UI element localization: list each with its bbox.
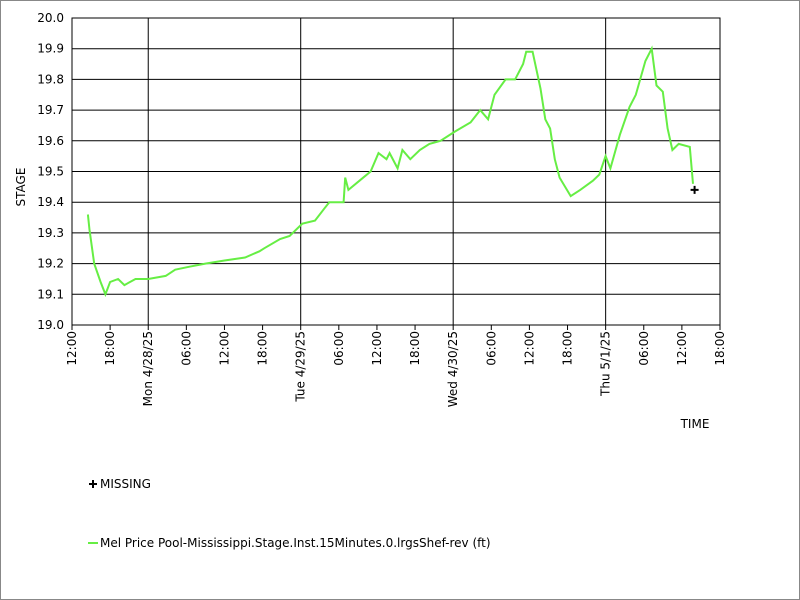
legend-swatch	[89, 480, 97, 488]
y-tick-label: 19.6	[37, 134, 64, 148]
x-tick-label: Mon 4/28/25	[141, 331, 155, 406]
legend-label: MISSING	[100, 477, 151, 491]
x-tick-label: Tue 4/29/25	[294, 331, 308, 403]
x-tick-label: 06:00	[179, 331, 193, 366]
y-tick-label: 19.8	[37, 72, 64, 86]
x-tick-label: 06:00	[637, 331, 651, 366]
x-axis-label: TIME	[680, 417, 710, 431]
y-tick-label: 19.0	[37, 318, 64, 332]
x-tick-label: 18:00	[561, 331, 575, 366]
x-tick-label: Wed 4/30/25	[446, 331, 460, 407]
x-tick-label: 12:00	[522, 331, 536, 366]
y-axis-label: STAGE	[14, 168, 28, 207]
y-tick-label: 19.1	[37, 287, 64, 301]
missing-marker	[690, 185, 699, 194]
x-tick-label: 06:00	[332, 331, 346, 366]
y-tick-label: 19.5	[37, 165, 64, 179]
x-tick-label: 18:00	[103, 331, 117, 366]
data-line	[86, 45, 694, 298]
x-tick-label: 18:00	[408, 331, 422, 366]
x-tick-label: 12:00	[65, 331, 79, 366]
x-tick-label: Thu 5/1/25	[599, 331, 613, 397]
x-tick-label: 12:00	[217, 331, 231, 366]
y-tick-label: 19.9	[37, 42, 64, 56]
x-tick-label: 12:00	[370, 331, 384, 366]
y-tick-label: 19.7	[37, 103, 64, 117]
y-tick-label: 19.2	[37, 257, 64, 271]
x-tick-label: 18:00	[713, 331, 727, 366]
x-tick-label: 12:00	[675, 331, 689, 366]
x-tick-label: 06:00	[484, 331, 498, 366]
legend-label: Mel Price Pool-Mississippi.Stage.Inst.15…	[100, 536, 491, 550]
y-tick-label: 20.0	[37, 11, 64, 25]
x-tick-label: 18:00	[256, 331, 270, 366]
y-tick-label: 19.4	[37, 195, 64, 209]
plot-border	[71, 17, 721, 326]
y-tick-label: 19.3	[37, 226, 64, 240]
